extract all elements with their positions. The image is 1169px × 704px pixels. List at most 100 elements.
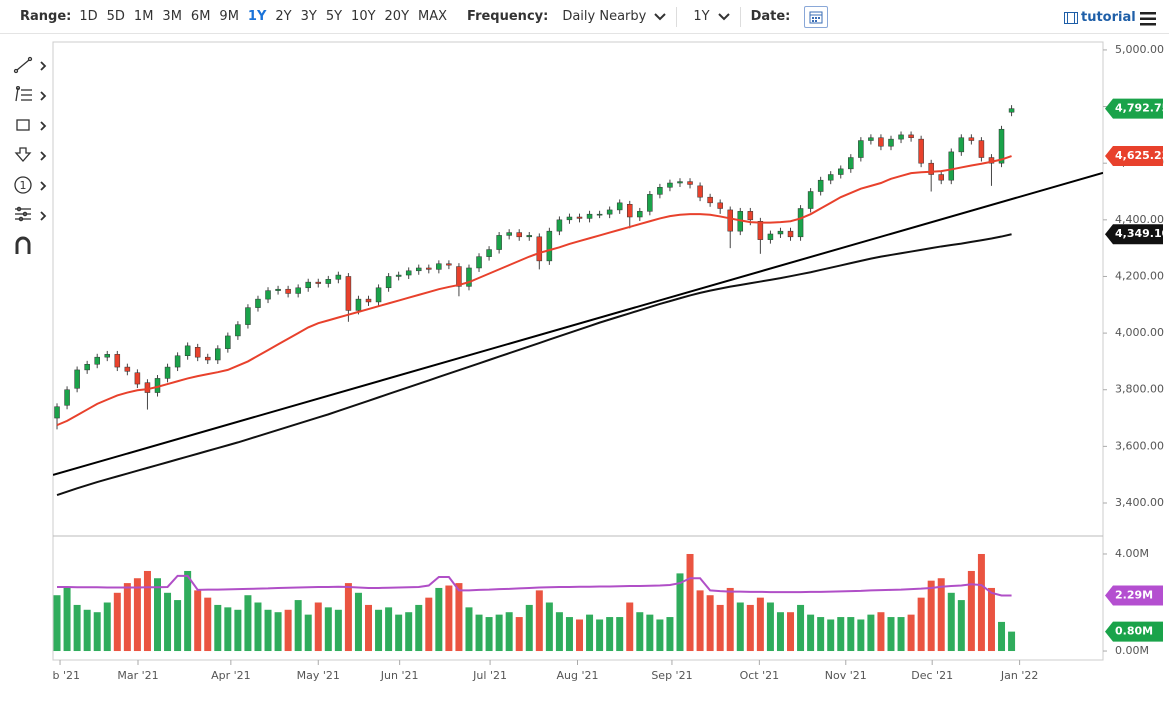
x-tick-label: Oct '21	[740, 669, 780, 682]
candle-body	[84, 363, 90, 371]
range-label: Range:	[20, 9, 72, 24]
candle-body	[204, 356, 211, 361]
volume-bar	[827, 619, 835, 652]
candle-body	[134, 372, 141, 385]
line-tool[interactable]	[13, 56, 47, 74]
volume-bar	[867, 614, 875, 652]
candle-body	[225, 335, 231, 349]
volume-bar	[415, 604, 423, 652]
candle-body	[124, 366, 131, 372]
candle-body	[285, 288, 291, 294]
candle-body	[596, 213, 603, 216]
range-button[interactable]: 1D	[79, 9, 98, 24]
volume-bar	[244, 595, 252, 652]
range-button[interactable]: 10Y	[351, 9, 376, 24]
candle-body	[1008, 108, 1015, 113]
candle-body	[516, 232, 522, 238]
range-button[interactable]: 3M	[162, 9, 182, 24]
candle-body	[687, 181, 693, 185]
volume-bar	[184, 570, 192, 652]
volume-bar	[505, 612, 513, 652]
arrow-tool[interactable]	[14, 147, 47, 162]
volume-bar	[586, 614, 594, 652]
range-button[interactable]: 20Y	[384, 9, 410, 24]
range-button[interactable]: 1M	[133, 9, 154, 24]
candle-body	[797, 208, 804, 238]
volume-bar	[545, 602, 553, 652]
date-picker[interactable]	[804, 5, 829, 28]
volume-bar	[365, 604, 373, 652]
range-button[interactable]: 3Y	[300, 9, 317, 24]
candle-body	[757, 220, 764, 240]
y-tick-label: 4,400.00	[1115, 213, 1164, 226]
volume-bar	[706, 595, 714, 652]
period-select[interactable]: 1Y	[693, 9, 730, 24]
volume-bar	[787, 612, 795, 652]
value-tag-label: 4,792.75	[1115, 102, 1169, 115]
volume-bar	[153, 578, 161, 652]
pane	[53, 553, 1016, 652]
candle-body	[888, 138, 894, 147]
volume-bar	[465, 607, 473, 652]
candle-body	[998, 128, 1005, 164]
tutorial-link[interactable]: tutorial	[1064, 10, 1136, 25]
volume-bar	[907, 614, 915, 652]
candle-body	[637, 211, 643, 218]
separator	[676, 6, 678, 27]
candle-body	[476, 256, 482, 269]
candle-body	[486, 249, 492, 257]
measure-tool[interactable]	[15, 206, 47, 222]
y-tick-label: 5,000.00	[1115, 43, 1164, 56]
svg-text:1: 1	[20, 179, 27, 192]
range-button[interactable]: 5Y	[325, 9, 343, 24]
volume-bar	[756, 597, 764, 652]
candle-body	[245, 307, 251, 325]
menu-button[interactable]	[1140, 12, 1156, 26]
volume-bar	[354, 592, 362, 652]
volume-bar	[375, 609, 383, 652]
candle-body	[978, 140, 985, 158]
line	[56, 233, 1012, 497]
candle-body	[606, 209, 613, 215]
frequency-select[interactable]: Daily Nearby	[562, 9, 667, 24]
note-tool[interactable]	[14, 176, 47, 194]
candle-body	[817, 179, 824, 192]
y-tick-label: 4.00M	[1115, 547, 1149, 560]
candle-body	[626, 204, 633, 218]
volume-bar	[636, 612, 644, 652]
value-tag	[1105, 224, 1163, 245]
candle-body	[74, 369, 80, 389]
candle-body	[878, 137, 884, 147]
volume-bar	[576, 619, 584, 652]
volume-bar	[596, 619, 604, 652]
range-button[interactable]: 1Y	[247, 9, 267, 24]
range-button[interactable]: 2Y	[275, 9, 292, 24]
volume-bar	[284, 609, 292, 652]
candle-body	[54, 406, 60, 419]
candle-body	[506, 232, 512, 236]
magnet-tool[interactable]	[15, 236, 31, 254]
volume-bar	[847, 617, 855, 652]
value-tag-label: 2.29M	[1115, 588, 1153, 601]
candle-body	[426, 267, 432, 270]
volume-bar	[174, 600, 182, 652]
volume-bar	[324, 607, 332, 652]
candle-body	[647, 194, 653, 212]
volume-bar	[1008, 631, 1016, 652]
separator	[739, 6, 741, 27]
volume-bar	[666, 617, 674, 652]
range-button[interactable]: 5D	[106, 9, 125, 24]
volume-bar	[686, 553, 694, 652]
candle-body	[345, 276, 352, 311]
range-button[interactable]: MAX	[418, 9, 448, 24]
value-tag	[1105, 146, 1163, 167]
candle-body	[395, 274, 402, 277]
rect-tool[interactable]	[16, 119, 47, 131]
range-button[interactable]: 6M	[190, 9, 211, 24]
candle-body	[667, 182, 673, 188]
fib-tool[interactable]	[15, 85, 47, 102]
line	[56, 155, 1012, 427]
range-button[interactable]: 9M	[219, 9, 239, 24]
volume-bar	[63, 587, 71, 652]
x-tick-label: May '21	[297, 669, 340, 682]
